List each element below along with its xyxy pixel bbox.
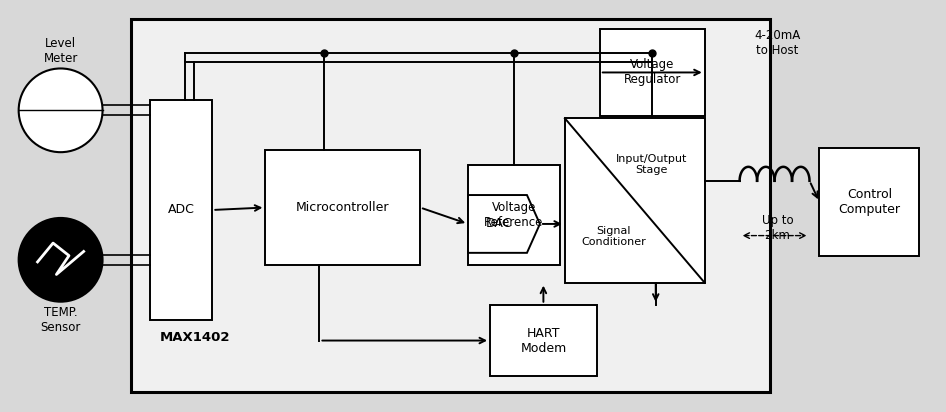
Text: Input/Output
Stage: Input/Output Stage bbox=[616, 154, 687, 175]
Text: Level
Meter: Level Meter bbox=[44, 37, 78, 65]
Text: Control
Computer: Control Computer bbox=[838, 188, 901, 216]
Text: ADC: ADC bbox=[168, 204, 195, 216]
Text: 4-20mA
to Host: 4-20mA to Host bbox=[754, 28, 800, 56]
Circle shape bbox=[19, 68, 102, 152]
Bar bbox=[490, 304, 597, 377]
Polygon shape bbox=[468, 195, 540, 253]
Text: HART
Modem: HART Modem bbox=[520, 327, 567, 355]
Text: DAC: DAC bbox=[485, 218, 512, 230]
Bar bbox=[819, 148, 920, 256]
Bar bbox=[565, 118, 705, 283]
Bar bbox=[600, 28, 705, 116]
Text: TEMP.
Sensor: TEMP. Sensor bbox=[41, 306, 80, 334]
Text: Voltage
Reference: Voltage Reference bbox=[484, 201, 544, 229]
Text: Voltage
Regulator: Voltage Regulator bbox=[623, 59, 681, 87]
Text: MAX1402: MAX1402 bbox=[160, 331, 231, 344]
Bar bbox=[468, 165, 560, 265]
Bar bbox=[131, 19, 769, 392]
Bar bbox=[150, 101, 213, 320]
Circle shape bbox=[19, 218, 102, 302]
Bar bbox=[265, 150, 420, 265]
Text: Up to
2km: Up to 2km bbox=[762, 214, 794, 242]
Text: Signal
Conditioner: Signal Conditioner bbox=[582, 226, 646, 248]
Text: Microcontroller: Microcontroller bbox=[296, 201, 390, 214]
